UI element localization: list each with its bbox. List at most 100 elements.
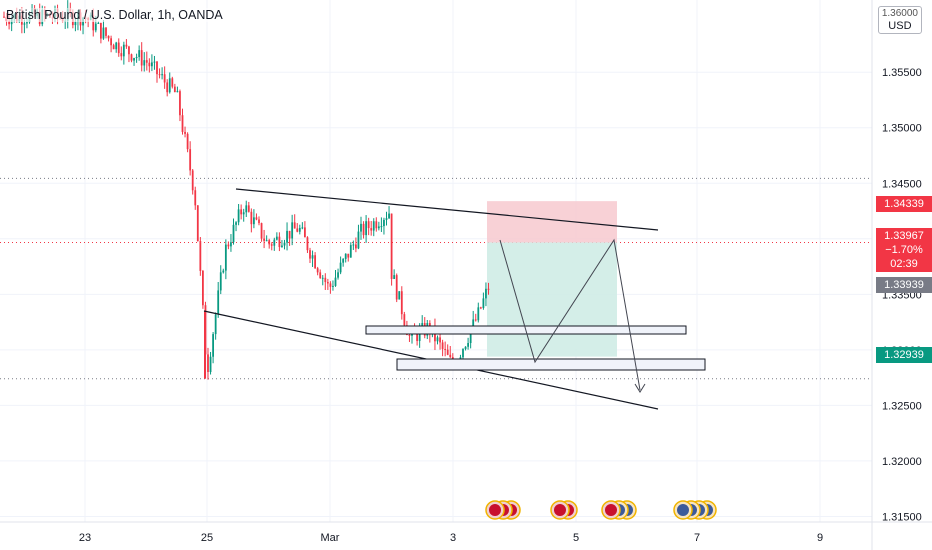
candle-body-115: [296, 228, 299, 232]
candle-body-189: [485, 288, 487, 299]
candle-body-63: [163, 74, 166, 83]
candle-body-84: [217, 290, 220, 315]
candle-body-54: [140, 50, 143, 66]
candle-body-129: [332, 285, 334, 287]
currency-label: USD: [888, 20, 912, 32]
candle-body-113: [291, 222, 294, 239]
candle-body-149: [383, 219, 385, 227]
candle-body-144: [370, 228, 373, 231]
candle-body-106: [273, 239, 276, 246]
candle-body-78: [202, 270, 204, 306]
candle-body-188: [482, 298, 485, 309]
candle-body-44: [115, 42, 118, 50]
price-label-value: 1.33967: [884, 230, 924, 242]
candle-body-150: [385, 218, 388, 220]
price-change-label: −1.70%: [885, 244, 923, 256]
candle-body-40: [105, 27, 107, 36]
candle-body-175: [449, 354, 452, 358]
candle-body-101: [260, 223, 263, 239]
candle-body-77: [199, 241, 202, 271]
candle-body-136: [349, 245, 352, 258]
candle-body-112: [288, 230, 291, 239]
candle-body-89: [230, 242, 232, 247]
candle-body-172: [441, 342, 444, 349]
candle-body-93: [240, 209, 243, 215]
candle-body-71: [184, 131, 186, 134]
candle-body-50: [130, 54, 133, 61]
candle-body-47: [122, 44, 125, 57]
candle-body-139: [357, 231, 360, 249]
bar-countdown-label: 02:39: [890, 258, 918, 270]
price-label-1: 1.33967 −1.70% 02:39: [876, 228, 932, 272]
candle-body-60: [156, 61, 158, 75]
candle-body-120: [309, 250, 311, 259]
price-label-value: 1.34339: [884, 198, 924, 210]
candle-body-67: [173, 86, 176, 93]
candle-body-152: [390, 213, 393, 279]
candle-body-159: [408, 334, 411, 336]
candle-body-42: [110, 38, 112, 46]
chart-title: British Pound / U.S. Dollar, 1h, OANDA: [6, 8, 223, 22]
time-tick-label-3: 3: [450, 532, 456, 544]
candle-body-69: [179, 91, 181, 116]
candle-body-81: [209, 356, 212, 373]
candle-body-153: [393, 275, 396, 279]
price-label-3: 1.32939: [876, 347, 932, 363]
candle-body-182: [467, 343, 469, 347]
candle-body-97: [250, 211, 253, 225]
candle-body-2: [8, 21, 10, 25]
candle-body-41: [107, 35, 110, 39]
candle-body-180: [462, 349, 464, 358]
currency-badge[interactable]: 1.36000 USD: [877, 6, 922, 34]
candle-body-138: [355, 244, 357, 249]
time-tick-label-6: 9: [817, 532, 823, 544]
candle-body-66: [171, 78, 174, 87]
event-flag-inner-icon-11: [677, 504, 689, 516]
candle-body-90: [232, 224, 235, 243]
candle-body-104: [268, 240, 271, 245]
candle-body-82: [212, 334, 214, 357]
candle-body-96: [247, 205, 250, 212]
candle-body-171: [439, 337, 441, 343]
candle-body-125: [321, 277, 324, 279]
candle-body-28: [74, 21, 77, 26]
candle-body-173: [444, 348, 447, 350]
candle-body-123: [316, 268, 319, 273]
price-tick-label-6: 1.32500: [882, 400, 922, 412]
time-tick-label-4: 5: [573, 532, 579, 544]
candle-body-48: [125, 44, 128, 47]
candle-body-100: [258, 219, 260, 224]
candle-body-45: [117, 42, 120, 54]
candle-body-76: [196, 205, 199, 242]
candle-body-135: [347, 253, 350, 258]
event-flag-inner-icon-7: [605, 504, 617, 516]
candle-body-154: [395, 275, 398, 300]
event-flag-inner-icon-2: [489, 504, 501, 516]
candle-body-163: [418, 328, 421, 342]
candle-body-70: [181, 115, 184, 132]
candle-body-85: [219, 272, 222, 291]
candle-body-73: [189, 149, 192, 171]
candle-body-155: [398, 291, 401, 300]
candle-body-140: [360, 223, 362, 232]
candle-body-57: [148, 62, 151, 67]
price-label-2: 1.33939: [876, 277, 932, 293]
candle-body-39: [102, 27, 105, 39]
price-label-value: 1.33939: [884, 279, 924, 291]
projection-path: [499, 238, 641, 391]
candle-body-72: [186, 133, 189, 150]
candle-body-46: [120, 53, 123, 57]
candle-body-68: [176, 91, 179, 93]
candle-body-38: [100, 22, 102, 39]
candle-body-183: [469, 330, 472, 344]
candle-body-141: [362, 223, 365, 236]
candle-body-186: [477, 307, 480, 321]
price-label-value: 1.32939: [884, 349, 924, 361]
candle-body-83: [214, 314, 217, 335]
price-tick-label-1: 1.35000: [882, 123, 922, 135]
candle-body-126: [324, 277, 327, 283]
candle-body-132: [339, 262, 342, 273]
candle-body-109: [281, 245, 283, 247]
